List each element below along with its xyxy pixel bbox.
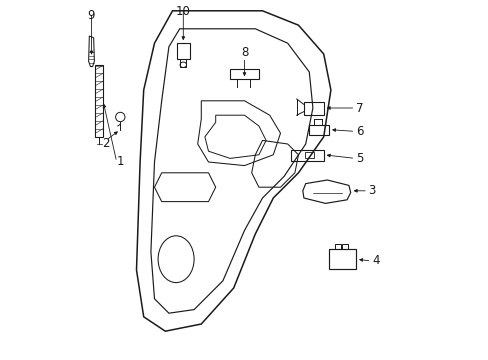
Text: 1: 1: [116, 156, 124, 168]
Text: 9: 9: [87, 9, 95, 22]
Bar: [230, 69, 258, 79]
Bar: [180, 59, 186, 67]
Bar: [177, 43, 189, 59]
Bar: [328, 249, 355, 269]
Bar: [341, 244, 347, 249]
Text: 10: 10: [176, 5, 190, 18]
Text: 2: 2: [102, 137, 109, 150]
Bar: [291, 150, 323, 161]
Bar: [303, 102, 323, 115]
Text: 7: 7: [355, 102, 363, 114]
Bar: [95, 65, 103, 137]
Text: 8: 8: [240, 46, 248, 59]
Bar: [305, 152, 313, 158]
Text: 4: 4: [371, 255, 379, 267]
Text: 5: 5: [355, 152, 363, 165]
Bar: [334, 244, 340, 249]
Bar: [309, 125, 328, 135]
Text: 6: 6: [355, 125, 363, 138]
Text: 3: 3: [368, 184, 375, 197]
